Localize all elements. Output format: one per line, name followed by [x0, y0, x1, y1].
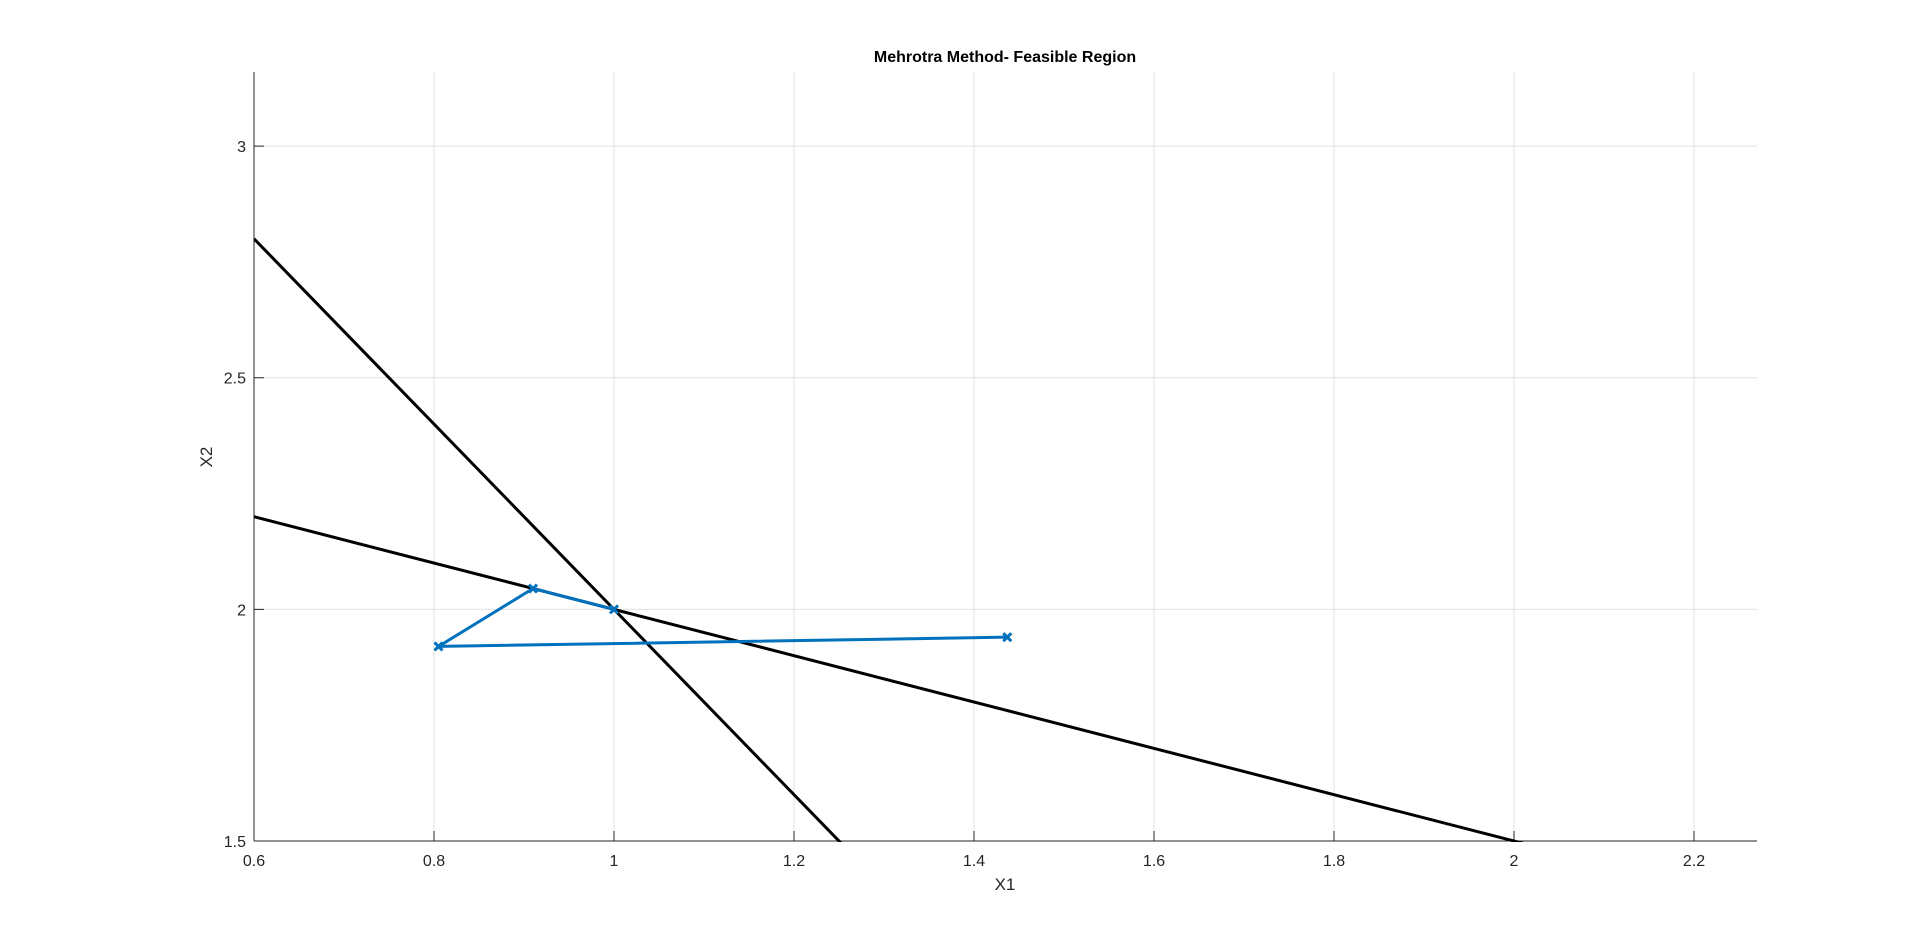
y-tick-label: 1.5: [224, 834, 246, 851]
y-tick-label: 2: [237, 602, 246, 619]
constraint-line: [254, 237, 843, 842]
y-tick-label: 3: [237, 139, 246, 156]
series-layer: [254, 237, 1524, 842]
x-tick-label: 1.2: [783, 853, 805, 870]
x-tick-label: 0.8: [423, 853, 445, 870]
constraint-line: [254, 515, 1524, 842]
iterate-marker: [608, 604, 620, 615]
axes-layer: [253, 72, 1757, 842]
x-tick-label: 0.6: [243, 853, 265, 870]
iterate-marker: [527, 583, 539, 594]
grid-layer: [253, 72, 1757, 842]
y-tick-label: 2.5: [224, 371, 246, 388]
iterate-path-line: [437, 587, 1008, 648]
x-tick-label: 1.4: [963, 853, 985, 870]
iterate-marker: [433, 641, 444, 652]
tick-label-layer: 0.6 0.8 1 1.2 1.4 1.6 1.8 2 2.2 1.5 2 2.5 3: [224, 139, 1705, 870]
x-tick-label: 1.6: [1143, 853, 1165, 870]
iterate-marker: [1002, 632, 1013, 643]
x-tick-label: 2.2: [1683, 853, 1705, 870]
y-axis-label: X2: [197, 447, 216, 468]
chart-title: Mehrotra Method- Feasible Region: [874, 49, 1136, 66]
x-axis-label: X1: [995, 875, 1016, 894]
x-tick-label: 2: [1510, 853, 1519, 870]
x-tick-label: 1: [610, 853, 619, 870]
x-tick-label: 1.8: [1323, 853, 1345, 870]
